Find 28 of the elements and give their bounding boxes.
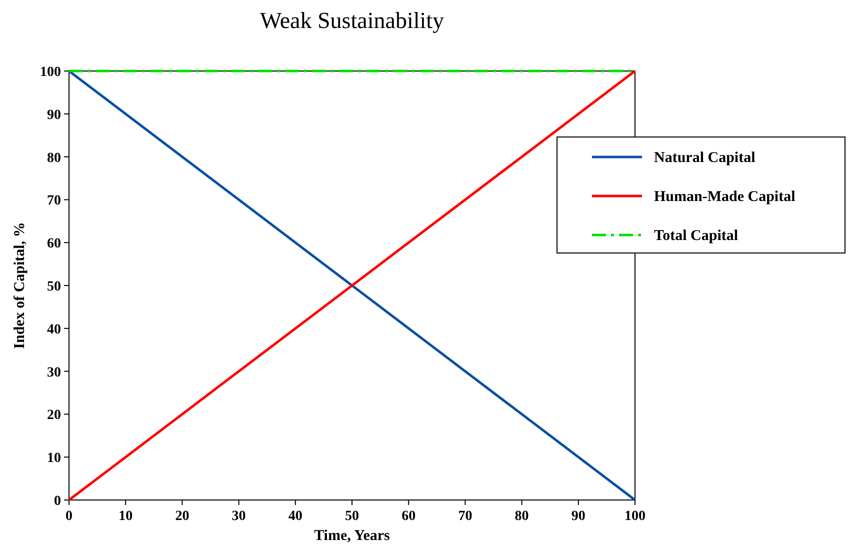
y-tick-label: 50 <box>47 280 61 294</box>
x-tick-label: 40 <box>288 509 302 524</box>
legend-label: Human-Made Capital <box>654 189 796 205</box>
y-tick-label: 70 <box>47 194 61 209</box>
legend-label: Total Capital <box>654 228 738 244</box>
chart-title: Weak Sustainability <box>260 8 445 33</box>
x-tick-label: 90 <box>571 509 586 524</box>
y-tick-label: 20 <box>47 408 61 424</box>
y-tick-label: 90 <box>47 108 61 123</box>
y-tick-label: 10 <box>47 451 61 466</box>
y-axis-title: Index of Capital, % <box>12 222 28 349</box>
x-tick-label: 0 <box>66 509 72 524</box>
y-tick-label: 40 <box>47 322 61 338</box>
x-tick-label: 60 <box>402 509 416 524</box>
x-tick-label: 100 <box>624 509 646 524</box>
y-tick-label: 30 <box>47 365 61 380</box>
x-axis-title: Time, Years <box>314 528 390 544</box>
x-tick-label: 30 <box>232 509 246 524</box>
y-tick-label: 80 <box>47 150 61 166</box>
y-tick-label: 60 <box>47 236 61 252</box>
y-tick-label: 0 <box>54 494 61 509</box>
y-tick-label: 100 <box>40 65 61 80</box>
legend-label: Natural Capital <box>654 150 756 166</box>
x-tick-label: 10 <box>118 509 133 524</box>
x-tick-label: 50 <box>345 509 359 524</box>
x-tick-label: 80 <box>514 509 529 524</box>
x-tick-label: 70 <box>458 509 472 524</box>
x-tick-label: 20 <box>175 509 190 524</box>
